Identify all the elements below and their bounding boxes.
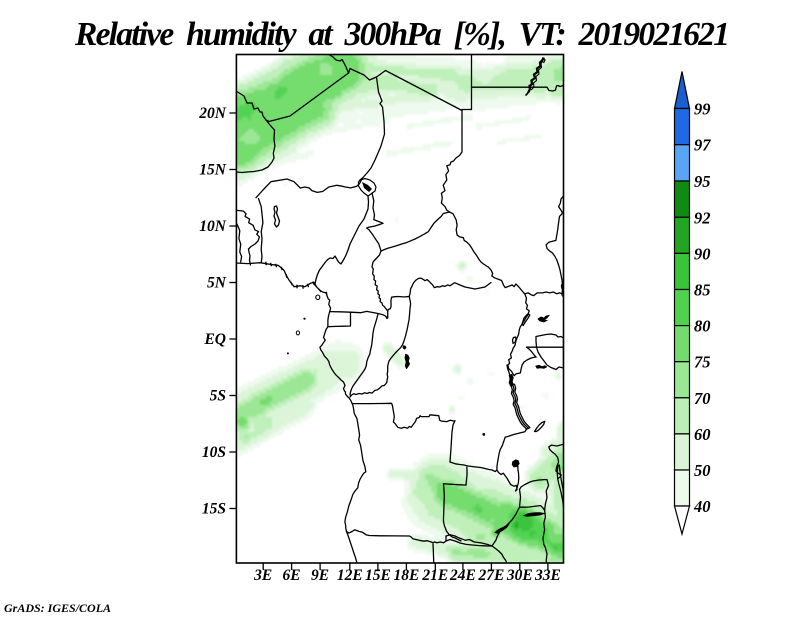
svg-text:15S: 15S [202,501,226,518]
svg-text:75: 75 [694,353,711,372]
svg-text:10N: 10N [199,218,227,235]
svg-text:15N: 15N [199,162,227,179]
svg-text:EQ: EQ [203,331,226,348]
svg-text:27E: 27E [477,567,504,584]
svg-text:85: 85 [694,281,711,300]
svg-text:40: 40 [693,497,711,516]
svg-text:97: 97 [694,136,711,155]
svg-text:21E: 21E [421,567,448,584]
svg-text:Relative humidity at 300hPa [%: Relative humidity at 300hPa [%], VT: 201… [74,16,730,53]
svg-text:15E: 15E [365,567,391,584]
svg-text:99: 99 [694,100,711,119]
svg-text:12E: 12E [337,567,363,584]
svg-text:60: 60 [694,425,711,444]
svg-text:GrADS: IGES/COLA: GrADS: IGES/COLA [4,601,111,615]
svg-text:30E: 30E [506,567,533,584]
svg-text:80: 80 [694,317,711,336]
svg-text:92: 92 [694,208,711,227]
svg-text:5S: 5S [210,388,226,405]
svg-text:20N: 20N [198,105,227,122]
svg-text:70: 70 [694,389,711,408]
svg-text:3E: 3E [253,567,272,584]
svg-text:6E: 6E [283,567,301,584]
svg-text:5N: 5N [207,275,227,292]
svg-text:10S: 10S [202,444,226,461]
svg-text:18E: 18E [393,567,419,584]
svg-text:95: 95 [694,172,711,191]
svg-text:33E: 33E [534,567,561,584]
svg-text:9E: 9E [311,567,329,584]
svg-text:90: 90 [694,244,711,263]
svg-text:50: 50 [694,461,711,480]
svg-text:24E: 24E [449,567,476,584]
